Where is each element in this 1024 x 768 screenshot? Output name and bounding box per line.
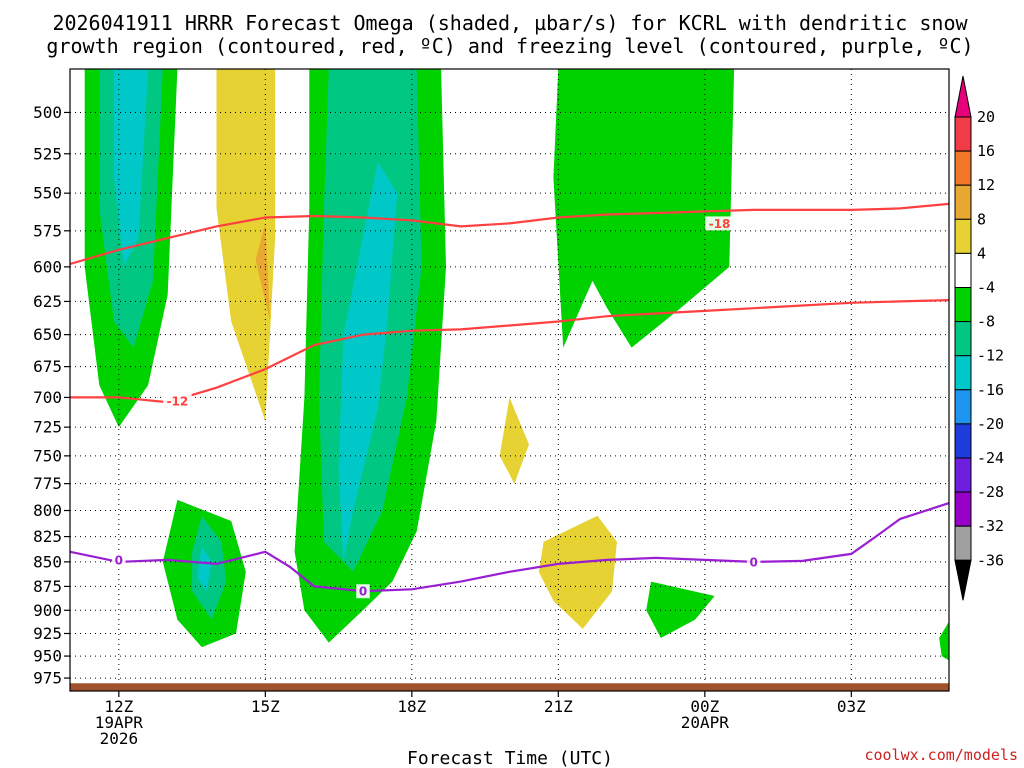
colorbar-swatch-9 xyxy=(954,423,972,459)
colorbar-label-16: 16 xyxy=(977,142,995,160)
colorbar-bottom-arrow xyxy=(954,559,972,601)
isotherm-line-0 xyxy=(70,502,949,593)
x-axis-title: Forecast Time (UTC) xyxy=(407,748,613,768)
isotherm-label--12-bg xyxy=(163,394,192,409)
y-tick-label-750: 750 xyxy=(33,446,62,465)
y-tick-label-600: 600 xyxy=(33,257,62,276)
colorbar: 20 16 12 8 4 -4 -8 -12 -16 -20 -24 -28 -32 -36 xyxy=(954,75,1004,601)
colorbar-label--20: -20 xyxy=(977,415,1004,433)
colorbar-label--4: -4 xyxy=(977,279,995,297)
colorbar-swatch-3 xyxy=(954,218,972,254)
x-tick-sublabel-2026: 2026 xyxy=(100,729,139,748)
y-tick-label-875: 875 xyxy=(33,577,62,596)
colorbar-label--28: -28 xyxy=(977,483,1004,501)
isotherm-line--18 xyxy=(70,202,949,266)
y-tick-label-775: 775 xyxy=(33,474,62,493)
ground-surface xyxy=(70,683,949,691)
colorbar-swatch-5 xyxy=(954,287,972,323)
y-tick-label-900: 900 xyxy=(33,601,62,620)
isotherm-label-extra-1-bg xyxy=(746,554,761,569)
colorbar-label--36: -36 xyxy=(977,551,1004,569)
omega-region-neg8-15 xyxy=(939,621,949,661)
plot-area: -18 -12 0 0 0 xyxy=(69,68,950,692)
colorbar-swatch-6 xyxy=(954,321,972,357)
x-tick-label-15Z: 15Z xyxy=(251,697,280,716)
x-tick-sublabel-20APR: 20APR xyxy=(681,713,730,732)
isotherm-label--12: -12 xyxy=(167,395,189,409)
y-tick-label-725: 725 xyxy=(33,418,62,437)
isotherm-label-extra-1: 0 xyxy=(749,555,757,569)
colorbar-label--32: -32 xyxy=(977,517,1004,535)
y-tick-label-650: 650 xyxy=(33,325,62,344)
grid xyxy=(70,69,949,691)
ground-layer xyxy=(70,683,949,691)
y-axis: 500 525 550 575 600 625 650 675 700 725 750 775 800 8… xyxy=(33,103,70,688)
isotherm-label-0-bg xyxy=(112,552,126,567)
colorbar-swatch-8 xyxy=(954,389,972,425)
colorbar-swatch-10 xyxy=(954,457,972,493)
colorbar-label-8: 8 xyxy=(977,210,986,228)
colorbar-swatch-7 xyxy=(954,355,972,391)
colorbar-label--8: -8 xyxy=(977,313,995,331)
colorbar-label-4: 4 xyxy=(977,244,986,262)
colorbar-swatch-11 xyxy=(954,491,972,527)
x-tick-label-12Z: 12Z xyxy=(104,697,133,716)
colorbar-label-20: 20 xyxy=(977,108,995,126)
x-tick-sublabel-19APR: 19APR xyxy=(95,713,144,732)
colorbar-top-arrow xyxy=(954,75,972,118)
omega-region-4-8 xyxy=(499,397,529,484)
colorbar-swatch-1 xyxy=(954,150,972,186)
isotherm-line--12 xyxy=(70,299,949,404)
omega-region-4-3 xyxy=(216,69,276,422)
y-tick-label-575: 575 xyxy=(33,221,62,240)
isotherm-layer: -18 -12 0 0 0 xyxy=(70,202,949,599)
chart-title-line-2: growth region (contoured, red, ºC) and f… xyxy=(46,34,973,58)
y-tick-label-925: 925 xyxy=(33,624,62,643)
omega-shading xyxy=(84,69,949,661)
x-tick-label-03Z: 03Z xyxy=(837,697,866,716)
isotherm-label--18: -18 xyxy=(709,217,731,231)
chart-title-line-1: 2026041911 HRRR Forecast Omega (shaded, … xyxy=(52,11,968,35)
isotherm-label-extra-0-bg xyxy=(356,584,370,599)
omega-region-8-4 xyxy=(255,223,271,322)
isotherm-label-0: 0 xyxy=(115,553,123,567)
y-tick-label-675: 675 xyxy=(33,357,62,376)
omega-region-neg16-2 xyxy=(114,69,149,267)
plot-frame xyxy=(69,68,950,692)
colorbar-swatch-12 xyxy=(954,525,972,561)
isotherm-label--18-bg xyxy=(705,216,734,231)
colorbar-swatch-2 xyxy=(954,184,972,220)
colorbar-swatch-0 xyxy=(954,116,972,152)
x-tick-label-00Z: 00Z xyxy=(690,697,719,716)
colorbar-label--24: -24 xyxy=(977,449,1004,467)
y-tick-label-975: 975 xyxy=(33,669,62,688)
y-tick-label-825: 825 xyxy=(33,527,62,546)
x-tick-label-18Z: 18Z xyxy=(397,697,426,716)
y-tick-label-700: 700 xyxy=(33,388,62,407)
omega-region-neg8-9 xyxy=(553,69,735,348)
x-tick-label-21Z: 21Z xyxy=(544,697,573,716)
credit-text: coolwx.com/models xyxy=(864,746,1018,764)
y-tick-label-950: 950 xyxy=(33,647,62,666)
colorbar-label--12: -12 xyxy=(977,347,1004,365)
colorbar-swatch-4 xyxy=(954,252,972,288)
y-tick-label-850: 850 xyxy=(33,552,62,571)
omega-region-neg16-7 xyxy=(338,161,398,562)
y-tick-label-625: 625 xyxy=(33,292,62,311)
isotherm-label-extra-0: 0 xyxy=(359,585,367,599)
y-tick-label-500: 500 xyxy=(33,103,62,122)
y-tick-label-525: 525 xyxy=(33,144,62,163)
colorbar-label--16: -16 xyxy=(977,381,1004,399)
omega-region-neg16-14 xyxy=(197,546,212,592)
y-tick-label-550: 550 xyxy=(33,184,62,203)
y-tick-label-800: 800 xyxy=(33,501,62,520)
colorbar-label-12: 12 xyxy=(977,176,995,194)
